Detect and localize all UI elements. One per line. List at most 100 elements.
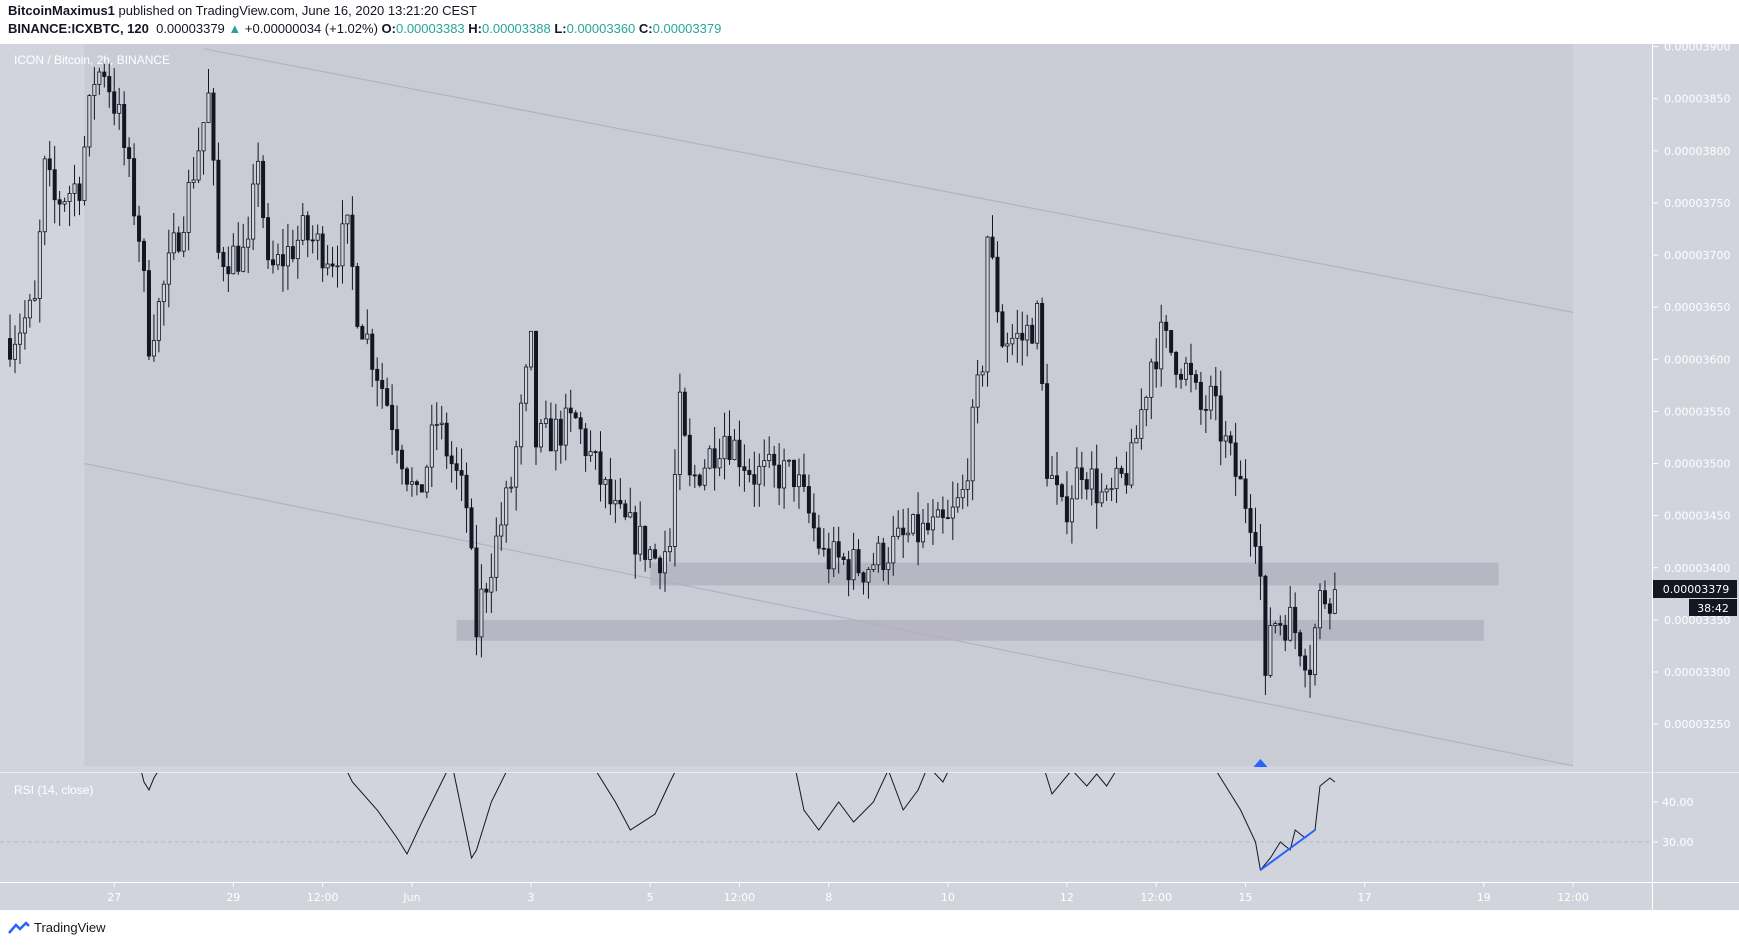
candle	[509, 476, 514, 493]
candle-body	[1074, 467, 1079, 500]
candle-body	[1298, 632, 1303, 657]
candle	[285, 223, 290, 290]
candle-body	[67, 193, 72, 203]
candle-body	[603, 479, 608, 485]
candle	[434, 402, 439, 451]
publish-line: BitcoinMaximus1 published on TradingView…	[8, 3, 477, 18]
candle-body	[206, 92, 211, 124]
candle	[127, 137, 132, 178]
candle	[1015, 309, 1020, 363]
price-tick-label: 0.00003400	[1664, 562, 1730, 575]
candle-body	[57, 199, 62, 205]
candle-body	[826, 548, 831, 570]
candle-body	[930, 516, 935, 531]
rsi-tick-label: 30.00	[1662, 836, 1694, 849]
candle	[92, 67, 97, 120]
last-price-value: 0.00003379	[1663, 583, 1729, 596]
candle	[266, 203, 271, 269]
candle	[697, 473, 702, 488]
candle-body	[871, 564, 876, 570]
candle-body	[22, 317, 27, 334]
candle	[677, 373, 682, 491]
candle-body	[578, 417, 583, 430]
candle-body	[42, 158, 47, 233]
brand-name[interactable]: TradingView	[34, 920, 106, 935]
candle	[1169, 330, 1174, 356]
author[interactable]: BitcoinMaximus1	[8, 3, 115, 18]
candle-body	[1069, 498, 1074, 523]
candle	[305, 211, 310, 258]
candle	[747, 458, 752, 483]
candle-body	[176, 232, 181, 252]
candle-body	[315, 233, 320, 241]
support-zone	[456, 619, 1484, 641]
candle	[82, 136, 87, 206]
candle-body	[1015, 332, 1020, 339]
candle	[538, 418, 543, 453]
candle	[648, 545, 653, 568]
candle-body	[1223, 435, 1228, 442]
candle	[1203, 395, 1208, 433]
candle	[692, 464, 697, 488]
candle	[489, 553, 494, 613]
candle-body	[792, 459, 797, 488]
candle	[52, 145, 57, 224]
candle	[618, 478, 623, 509]
candle	[702, 459, 707, 491]
candle	[563, 393, 568, 461]
candle	[176, 226, 181, 254]
candle-body	[687, 434, 692, 476]
candle	[1283, 614, 1288, 652]
candle-body	[643, 525, 648, 560]
candle-body	[1179, 373, 1184, 380]
candle-body	[519, 402, 524, 448]
candle	[8, 314, 13, 367]
candle-body	[965, 480, 970, 490]
low-label: L:	[554, 21, 567, 36]
candle	[772, 445, 777, 488]
candle-body	[400, 449, 405, 470]
candle-body	[732, 439, 737, 460]
candle	[519, 394, 524, 465]
last-price: 0.00003379	[156, 21, 225, 36]
candle-body	[27, 299, 32, 319]
candle	[320, 226, 325, 282]
candle-body	[1283, 624, 1288, 641]
candle-body	[772, 453, 777, 466]
channel-shading	[84, 44, 1574, 766]
candle-body	[454, 463, 459, 471]
candle-body	[950, 506, 955, 519]
candle-body	[280, 254, 285, 267]
candle-body	[1327, 603, 1332, 614]
close-label: C:	[638, 21, 653, 36]
candle	[226, 246, 231, 292]
candle-body	[499, 524, 504, 537]
candle-body	[87, 95, 92, 148]
candle-body	[1218, 395, 1223, 442]
channel-lower-line	[84, 463, 1574, 767]
candle	[792, 459, 797, 502]
candle	[945, 499, 950, 520]
price-tick-label: 0.00003850	[1664, 93, 1730, 106]
candle-body	[1114, 467, 1119, 490]
candle-body	[489, 576, 494, 593]
candle	[925, 503, 930, 535]
candle	[102, 62, 107, 88]
candle-body	[295, 239, 300, 260]
candle	[474, 524, 479, 656]
candle-body	[409, 481, 414, 485]
candle-body	[891, 535, 896, 564]
low-value: 0.00003360	[566, 21, 636, 36]
candle	[1129, 428, 1134, 489]
candle	[930, 499, 935, 545]
price-tick-label: 0.00003900	[1664, 41, 1730, 54]
candle	[732, 429, 737, 461]
candle	[901, 508, 906, 559]
candle	[1317, 583, 1322, 640]
candle	[1005, 332, 1010, 363]
candle-body	[1079, 467, 1084, 480]
candle	[533, 330, 538, 466]
candle	[62, 197, 67, 212]
candle-body	[851, 549, 856, 581]
